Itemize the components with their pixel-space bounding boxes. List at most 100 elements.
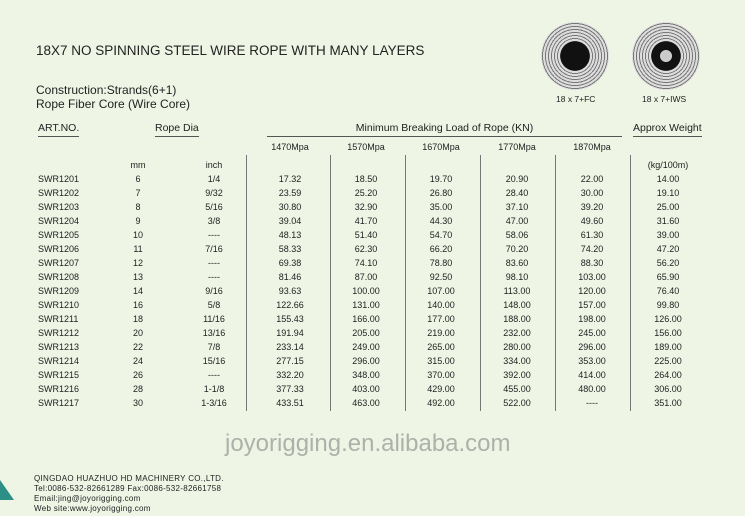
table-cell: 463.00 (352, 398, 380, 408)
table-cell: ---- (208, 258, 220, 268)
table-cell: 113.00 (503, 286, 531, 296)
table-cell: 19.10 (656, 188, 680, 198)
table-cell: 198.00 (578, 314, 606, 324)
column-divider (630, 155, 631, 411)
table-cell: ---- (208, 230, 220, 240)
table-cell: 233.14 (276, 342, 304, 352)
table-cell: 18.50 (354, 174, 378, 184)
table-cell: 26 (132, 370, 144, 380)
watermark: joyorigging.en.alibaba.com (225, 430, 511, 457)
table-cell: 30.00 (580, 188, 604, 198)
table-cell: 44.30 (429, 216, 453, 226)
table-cell: 8 (135, 202, 141, 212)
table-cell: 12 (132, 258, 144, 268)
table-cell: 1/4 (207, 174, 221, 184)
table-cell: 41.70 (354, 216, 378, 226)
table-cell: 120.00 (578, 286, 606, 296)
table-cell: 39.20 (580, 202, 604, 212)
table-cell: 131.00 (352, 300, 380, 310)
header-approx-weight: Approx Weight (633, 122, 702, 137)
table-cell: 296.00 (578, 342, 606, 352)
table-cell: 39.04 (278, 216, 302, 226)
table-cell: ---- (208, 370, 220, 380)
table-cell: 315.00 (427, 356, 455, 366)
table-cell: 492.00 (427, 398, 455, 408)
table-cell: 69.38 (278, 258, 302, 268)
table-cell: 19.70 (429, 174, 453, 184)
rope-fc-cross-section-image (541, 22, 609, 90)
table-cell: 296.00 (352, 356, 380, 366)
table-cell: 100.00 (352, 286, 380, 296)
table-cell: 47.00 (505, 216, 529, 226)
table-cell: 37.10 (505, 202, 529, 212)
table-cell: 58.33 (278, 244, 302, 254)
table-cell: 5/8 (207, 300, 221, 310)
table-cell: 5/16 (205, 202, 223, 212)
table-cell: 62.30 (354, 244, 378, 254)
table-cell: 83.60 (505, 258, 529, 268)
footer-company: QINGDAO HUAZHUO HD MACHINERY CO.,LTD. (34, 474, 224, 483)
table-cell: 54.70 (429, 230, 453, 240)
table-cell: 78.80 (429, 258, 453, 268)
table-cell: 245.00 (578, 328, 606, 338)
table-cell: 9 (135, 216, 141, 226)
rope-iws-label: 18 x 7+IWS (642, 94, 687, 104)
table-cell: 166.00 (352, 314, 380, 324)
art-no-cell: SWR1209 (38, 286, 80, 296)
table-cell: 74.10 (354, 258, 378, 268)
table-cell: 51.40 (354, 230, 378, 240)
table-cell: 11/16 (203, 314, 225, 324)
table-cell: 98.10 (505, 272, 529, 282)
table-cell: 140.00 (427, 300, 455, 310)
table-cell: 92.50 (429, 272, 453, 282)
table-cell: 47.20 (656, 244, 680, 254)
art-no-cell: SWR1204 (38, 216, 80, 226)
table-cell: 70.20 (505, 244, 529, 254)
art-no-cell: SWR1205 (38, 230, 80, 240)
table-cell: 277.15 (276, 356, 304, 366)
table-cell: 103.00 (578, 272, 606, 282)
table-cell: 522.00 (503, 398, 531, 408)
art-no-cell: SWR1214 (38, 356, 80, 366)
table-cell: 1-1/8 (203, 384, 225, 394)
table-cell: 156.00 (654, 328, 682, 338)
table-cell: ---- (208, 272, 220, 282)
unit-weight: (kg/100m) (647, 160, 689, 170)
table-cell: 13 (132, 272, 144, 282)
table-cell: 30.80 (278, 202, 302, 212)
art-no-cell: SWR1207 (38, 258, 80, 268)
table-cell: 480.00 (578, 384, 606, 394)
art-no-cell: SWR1211 (38, 314, 79, 324)
table-cell: 189.00 (654, 342, 682, 352)
art-no-cell: SWR1217 (38, 398, 80, 408)
table-cell: 3/8 (207, 216, 221, 226)
page-title: 18X7 NO SPINNING STEEL WIRE ROPE WITH MA… (36, 43, 425, 58)
table-cell: 455.00 (503, 384, 531, 394)
table-cell: 20 (132, 328, 144, 338)
art-no-cell: SWR1206 (38, 244, 80, 254)
table-cell: 10 (132, 230, 144, 240)
table-cell: 25.00 (656, 202, 680, 212)
table-cell: 39.00 (656, 230, 680, 240)
table-cell: 7/16 (205, 244, 223, 254)
art-no-cell: SWR1216 (38, 384, 80, 394)
core-text: Rope Fiber Core (Wire Core) (36, 97, 191, 111)
table-cell: 81.46 (278, 272, 302, 282)
art-no-cell: SWR1201 (38, 174, 80, 184)
table-cell: 265.00 (427, 342, 455, 352)
table-cell: 370.00 (427, 370, 455, 380)
table-cell: 6 (135, 174, 141, 184)
table-cell: 87.00 (354, 272, 378, 282)
table-cell: 22 (132, 342, 144, 352)
column-divider (246, 155, 247, 411)
art-no-cell: SWR1215 (38, 370, 80, 380)
table-cell: 232.00 (503, 328, 531, 338)
table-cell: 32.90 (354, 202, 378, 212)
table-cell: 225.00 (654, 356, 682, 366)
footer-website: Web site:www.joyorigging.com (34, 504, 151, 513)
table-cell: 177.00 (427, 314, 455, 324)
table-cell: 306.00 (654, 384, 682, 394)
table-cell: 155.43 (276, 314, 304, 324)
table-cell: 433.51 (276, 398, 304, 408)
table-cell: 403.00 (352, 384, 380, 394)
